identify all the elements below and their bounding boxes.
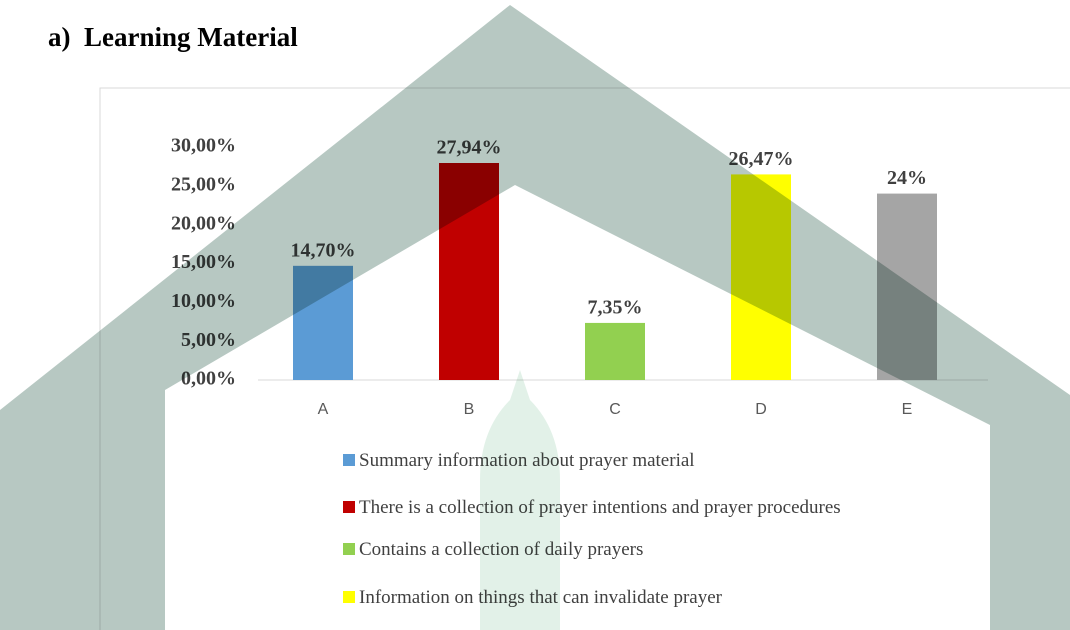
bar [585,322,645,380]
bar [439,162,499,380]
legend-entry: Contains a collection of daily prayers [343,540,863,560]
value-label: 27,94% [437,137,502,159]
y-tick-label: 15,00% [171,251,236,273]
x-tick-label: A [318,401,329,418]
legend-label: Information on things that can invalidat… [359,587,722,608]
legend-swatch [343,543,355,555]
legend-entry: Information on things that can invalidat… [343,588,863,608]
legend-swatch [343,454,355,466]
y-tick-label: 5,00% [181,329,236,351]
x-tick-label: C [609,401,621,418]
bar [293,265,353,380]
legend-entry: There is a collection of prayer intentio… [343,498,863,518]
x-tick-label: E [902,401,913,418]
legend-swatch [343,591,355,603]
bar [731,174,791,380]
y-tick-label: 0,00% [181,368,236,390]
y-tick-label: 20,00% [171,212,236,234]
bar [877,193,937,380]
legend-label: Summary information about prayer materia… [359,450,695,471]
y-tick-label: 10,00% [171,290,236,312]
value-label: 24% [887,167,927,189]
legend-swatch [343,501,355,513]
value-label: 26,47% [729,148,794,170]
legend-entry: Summary information about prayer materia… [343,451,863,471]
legend-label: There is a collection of prayer intentio… [359,497,841,518]
x-tick-label: D [755,401,767,418]
x-tick-label: B [464,401,475,418]
y-tick-label: 30,00% [171,135,236,157]
y-tick-label: 25,00% [171,173,236,195]
value-label: 14,70% [291,239,356,261]
legend-label: Contains a collection of daily prayers [359,539,644,560]
value-label: 7,35% [588,297,643,319]
